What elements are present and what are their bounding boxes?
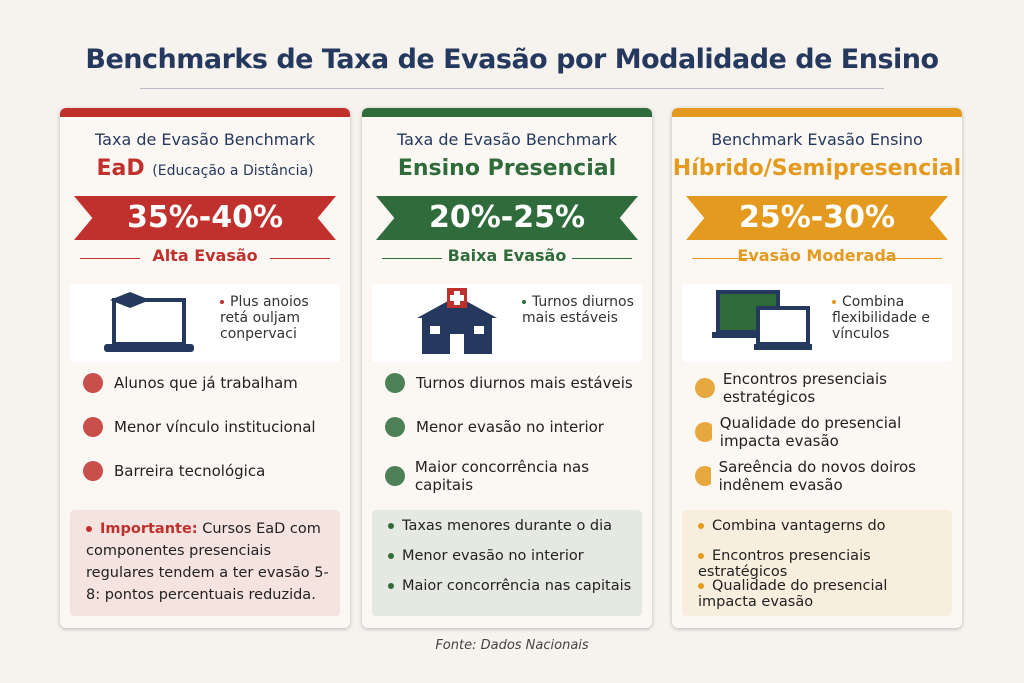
evasion-level: Evasão Moderada [737, 246, 897, 265]
page-title: Benchmarks de Taxa de Evasão por Modalid… [85, 44, 939, 75]
note-line: Encontros presenciais estratégicos [698, 548, 948, 580]
note-body: Cursos EaD com componentes presenciais r… [86, 521, 329, 603]
evasion-level: Alta Evasão [152, 246, 258, 265]
rate-range: 20%-25% [376, 196, 638, 240]
note-text: Taxas menores durante o dia [402, 518, 613, 534]
bullet [86, 526, 92, 532]
notes-box: Combina vantagerns do Encontros presencia… [682, 510, 952, 616]
icon [695, 378, 715, 398]
card-subtitle: Ensino Presencial [362, 156, 652, 181]
note-text: Qualidade do presencial impacta evasão [698, 578, 888, 610]
card: Taxa de Evasão Benchmark Ensino Presencia… [362, 108, 652, 628]
note-text: Combina vantagerns do [712, 518, 886, 534]
note-line: Qualidade do presencial impacta evasão [698, 578, 948, 610]
list-item: Sareência do novos doiros indênem evasão [692, 458, 952, 494]
icon [83, 461, 103, 481]
hero-label: Turnos diurnos mais estáveis [522, 294, 634, 326]
subtitle-main: EaD [96, 156, 145, 181]
item-text: Alunos que já trabalham [114, 374, 298, 392]
list-item: Menor evasão no interior [382, 414, 642, 440]
card-header: Taxa de Evasão Benchmark [95, 130, 315, 149]
item-text: Menor vínculo institucional [114, 418, 316, 436]
note-line: Maior concorrência nas capitais [388, 578, 638, 594]
level-rule [572, 258, 632, 259]
note-text: Importante: Cursos EaD com componentes p… [86, 518, 336, 606]
list-item: Barreira tecnológica [80, 458, 340, 484]
subtitle-note: (Educação a Distância) [152, 163, 314, 179]
level-rule [692, 258, 752, 259]
item-text: Menor evasão no interior [416, 418, 604, 436]
hero-box: Plus anoios retá ouljam conpervaci [70, 284, 340, 362]
bullet [698, 523, 704, 529]
level-rule [882, 258, 942, 259]
note-line: Combina vantagerns do [698, 518, 948, 534]
bullet [832, 300, 836, 304]
title-rule [140, 88, 884, 89]
bullet [698, 553, 704, 559]
evasion-level: Baixa Evasão [447, 246, 567, 265]
hero-label: Combina flexibilidade e vínculos [832, 294, 930, 342]
hero-box: Combina flexibilidade e vínculos [682, 284, 952, 362]
item-text: Encontros presenciais estratégicos [722, 370, 887, 406]
icon [712, 290, 812, 350]
note-text: Encontros presenciais estratégicos [698, 548, 871, 580]
list-item: Alunos que já trabalham [80, 370, 340, 396]
icon [83, 373, 103, 393]
card-topbar [672, 108, 962, 117]
notes-box: Taxas menores durante o dia Menor evasão … [372, 510, 642, 616]
item-text: Maior concorrência nas capitais [414, 458, 590, 494]
list-item: Menor vínculo institucional [80, 414, 340, 440]
hero-label: Plus anoios retá ouljam conpervaci [220, 294, 309, 342]
icon [417, 288, 497, 354]
bullet [698, 583, 704, 589]
icon [695, 422, 712, 442]
card-topbar [362, 108, 652, 117]
note-line: Menor evasão no interior [388, 548, 638, 564]
note-line: Taxas menores durante o dia [388, 518, 638, 534]
level-rule [270, 258, 330, 259]
bullet [388, 523, 394, 529]
card-subtitle: EaD (Educação a Distância) [60, 156, 350, 181]
bullet [522, 300, 526, 304]
card-header: Benchmark Evasão Ensino [711, 130, 923, 149]
note-label: Importante: [100, 521, 198, 537]
bullet [388, 583, 394, 589]
icon [385, 373, 405, 393]
notes-box: Importante: Cursos EaD com componentes p… [70, 510, 340, 616]
source: Fonte: Dados Nacionais [435, 638, 589, 653]
bullet [388, 553, 394, 559]
card-topbar [60, 108, 350, 117]
bullet [220, 300, 224, 304]
icon [695, 466, 711, 486]
icon [104, 292, 194, 352]
level-rule [80, 258, 140, 259]
icon [385, 466, 405, 486]
rate-range: 25%-30% [686, 196, 948, 240]
item-text: Turnos diurnos mais estáveis [416, 374, 633, 392]
list-item: Encontros presenciais estratégicos [692, 370, 952, 406]
note-text: Maior concorrência nas capitais [402, 578, 632, 594]
note-text: Menor evasão no interior [402, 548, 584, 564]
card-header: Taxa de Evasão Benchmark [397, 130, 617, 149]
card: Taxa de Evasão Benchmark EaD (Educação a … [60, 108, 350, 628]
item-text: Sareência do novos doiros indênem evasão [718, 458, 916, 494]
card: Benchmark Evasão Ensino Híbrido/Semiprese… [672, 108, 962, 628]
item-text: Barreira tecnológica [114, 462, 266, 480]
subtitle-main: Ensino Presencial [397, 156, 617, 181]
icon [83, 417, 103, 437]
list-item: Qualidade do presencial impacta evasão [692, 414, 952, 450]
level-rule [382, 258, 442, 259]
icon [385, 417, 405, 437]
list-item: Maior concorrência nas capitais [382, 458, 642, 494]
card-subtitle: Híbrido/Semipresencial [672, 156, 962, 181]
rate-range: 35%-40% [74, 196, 336, 240]
hero-text: Turnos diurnos mais estáveis [522, 294, 640, 326]
subtitle-main: Híbrido/Semipresencial [672, 156, 962, 181]
hero-text: Combina flexibilidade e vínculos [832, 294, 950, 342]
hero-box: Turnos diurnos mais estáveis [372, 284, 642, 362]
hero-text: Plus anoios retá ouljam conpervaci [220, 294, 338, 342]
list-item: Turnos diurnos mais estáveis [382, 370, 642, 396]
item-text: Qualidade do presencial impacta evasão [719, 414, 902, 450]
